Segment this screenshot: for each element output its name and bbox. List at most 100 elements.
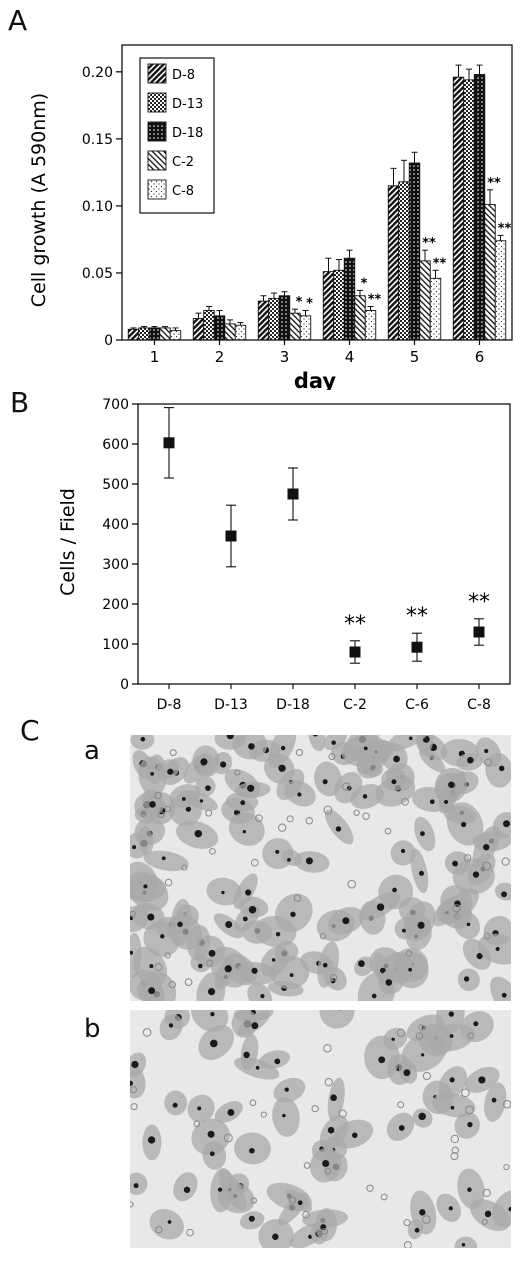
cell-nucleus: [282, 1113, 286, 1118]
cell-nucleus: [414, 1227, 420, 1233]
pore: [384, 827, 392, 835]
cell-nucleus: [148, 987, 156, 995]
bar-chart-cell-growth: Cell growth (A 590nm) day 0 0.05 0.10 0.15 0…: [28, 44, 513, 390]
cell-nucleus: [225, 920, 233, 928]
cell-nucleus: [177, 921, 183, 928]
pore: [154, 791, 162, 800]
bar-D-13-day-5: [398, 181, 410, 341]
cell-nucleus: [484, 1210, 492, 1218]
bar-D-13-day-6: [463, 79, 475, 341]
pore: [465, 1105, 474, 1115]
pore: [481, 1218, 488, 1225]
y-tick-label: 0: [120, 677, 129, 693]
cell-nucleus: [200, 758, 208, 766]
cell-nucleus: [220, 761, 227, 768]
legend-label-C-8: C-8: [172, 184, 194, 199]
legend-swatch-D-18: [147, 121, 167, 142]
cell-nucleus: [194, 829, 203, 838]
y-tick-label: 400: [102, 517, 129, 533]
cell-nucleus: [322, 962, 328, 968]
cell-nucleus: [358, 960, 365, 967]
cell-nucleus: [498, 765, 505, 772]
bar-D-18-day-4: [343, 257, 356, 341]
cell-nucleus: [392, 887, 397, 893]
pore: [342, 782, 351, 791]
cell-nucleus: [181, 797, 186, 801]
cell-nucleus: [472, 871, 480, 878]
legend-swatch-D-8: [147, 63, 167, 84]
pore: [140, 810, 147, 817]
y-tick-label: 0: [104, 333, 113, 349]
cell-body: [454, 1111, 480, 1139]
y-tick-label: 0.20: [82, 65, 113, 81]
bar-D-8-day-2: [192, 318, 205, 341]
pore: [401, 797, 409, 806]
cell-nucleus: [419, 1209, 426, 1216]
cell-nucleus: [363, 746, 368, 751]
pore: [303, 1162, 311, 1169]
pore: [169, 749, 177, 757]
pore: [319, 933, 327, 940]
pore: [130, 910, 136, 917]
cell-nucleus: [371, 993, 377, 999]
cell-nucleus: [398, 1125, 405, 1131]
x-axis-label: day: [294, 369, 337, 390]
cell-body: [130, 875, 166, 903]
cell-nucleus: [289, 973, 294, 977]
cell-nucleus: [461, 1243, 466, 1247]
y-tick-label: 300: [102, 557, 129, 573]
cell-nucleus: [450, 1105, 455, 1110]
y-axis-label: Cells / Field: [57, 488, 79, 596]
y-tick-label: 0.15: [82, 132, 113, 148]
bar-C-8-day-2: [234, 324, 247, 341]
legend-label-D-18: D-18: [172, 126, 203, 141]
pore: [353, 809, 360, 816]
significance-mark: **: [422, 236, 436, 251]
cell-body: [272, 1096, 300, 1137]
panel-label-b: B: [10, 386, 30, 419]
legend-label-D-8: D-8: [172, 68, 195, 83]
y-tick-label: 700: [102, 397, 129, 413]
cell-nucleus: [449, 1077, 455, 1083]
pore: [155, 1226, 163, 1234]
cell-body: [253, 916, 297, 948]
cell-body: [436, 1193, 462, 1222]
cell-body: [270, 955, 310, 990]
pore: [347, 879, 356, 889]
pore: [482, 861, 492, 871]
cell-body: [315, 1208, 338, 1242]
cell-nucleus: [385, 979, 393, 986]
pore: [223, 1133, 233, 1143]
cell-body: [130, 932, 142, 979]
pore: [286, 815, 294, 823]
cell-nucleus: [491, 1097, 497, 1103]
pore: [321, 1228, 329, 1235]
cell-nucleus: [226, 735, 234, 740]
pore: [397, 1101, 405, 1109]
pore: [482, 1188, 491, 1197]
cell-nucleus: [401, 848, 406, 853]
x-tick-label: C-6: [405, 697, 429, 713]
cell-nucleus: [452, 860, 459, 867]
cell-nucleus: [393, 755, 400, 763]
cell-nucleus: [305, 857, 313, 865]
pore: [130, 1201, 134, 1208]
cell-nucleus: [247, 784, 255, 792]
pore: [330, 973, 338, 982]
cell-nucleus: [275, 849, 280, 854]
pore: [403, 1241, 412, 1248]
cell-nucleus: [401, 928, 406, 933]
cell-nucleus: [249, 1147, 255, 1154]
cell-nucleus: [495, 946, 500, 951]
pore: [362, 812, 370, 820]
cell-nucleus: [208, 949, 216, 957]
significance-mark: **: [468, 590, 490, 615]
micrograph-b-image: [130, 1010, 511, 1248]
cell-nucleus: [210, 1011, 215, 1017]
cell-nucleus: [449, 1034, 454, 1038]
cell-body: [410, 848, 429, 894]
bar-D-8-day-1: [127, 328, 140, 341]
y-tick-label: 500: [102, 477, 129, 493]
pore: [311, 1104, 319, 1113]
pore: [288, 1196, 297, 1204]
